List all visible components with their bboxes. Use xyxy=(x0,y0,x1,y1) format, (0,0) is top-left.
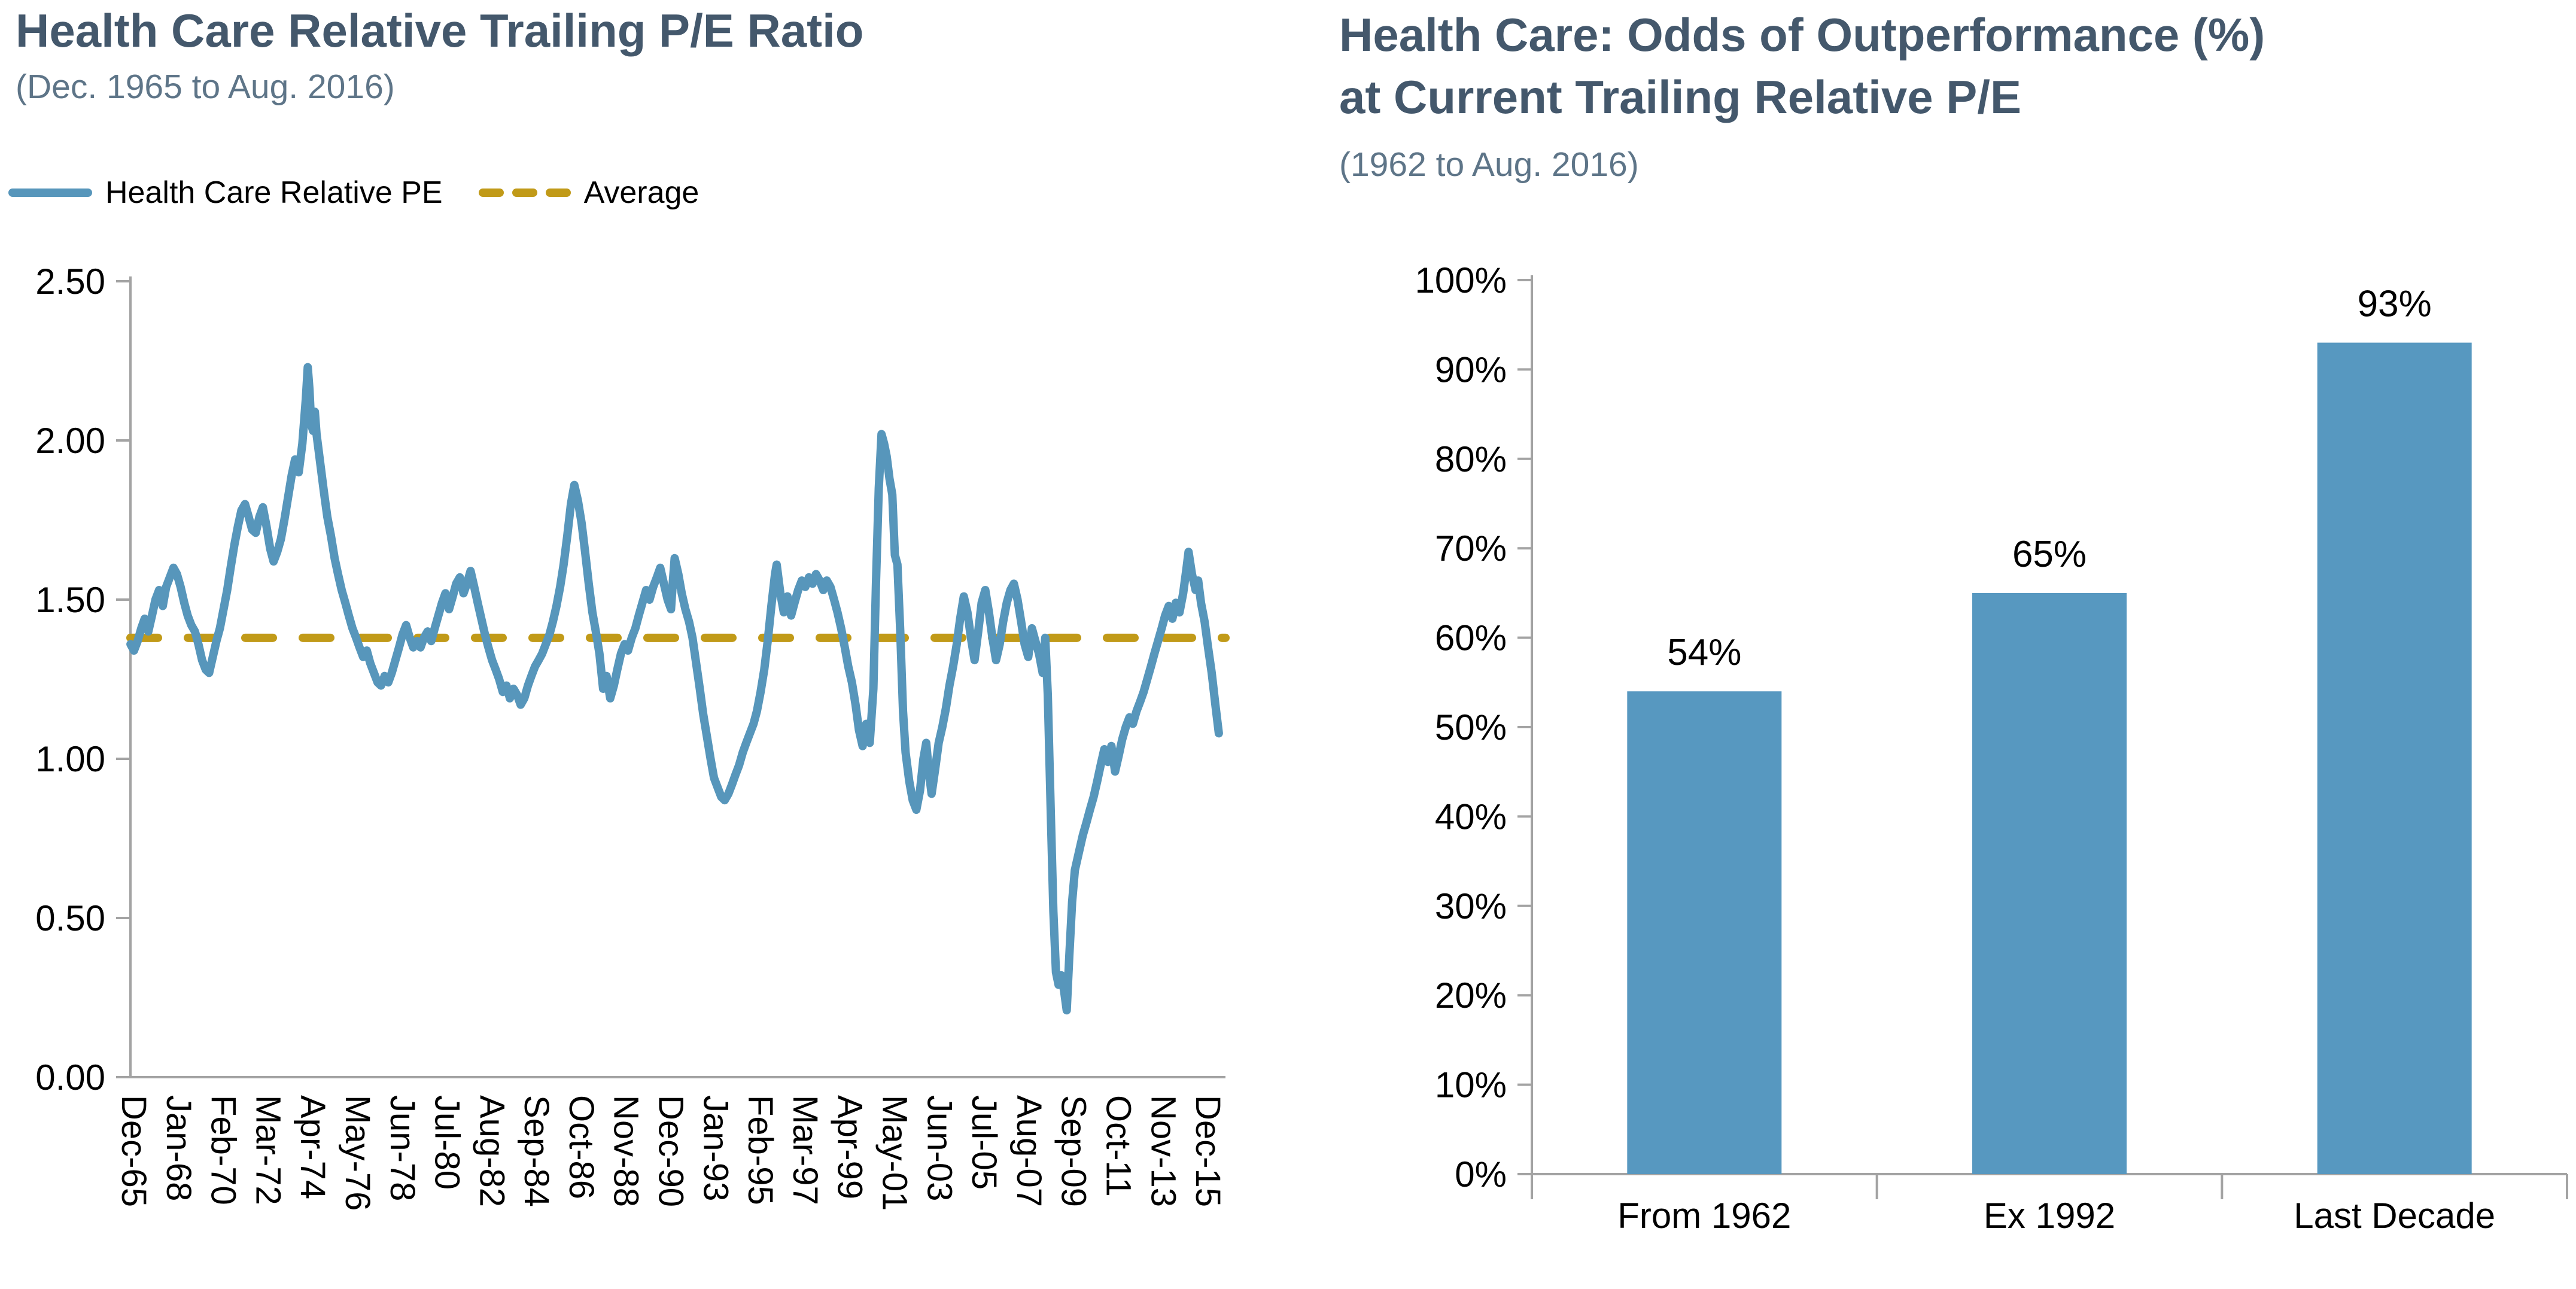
right-y-tick-label: 0% xyxy=(1455,1154,1507,1194)
left-x-tick-label: Sep-84 xyxy=(517,1095,556,1207)
bar xyxy=(1627,691,1782,1174)
left-x-tick-label: Sep-09 xyxy=(1054,1095,1093,1207)
bar-category-label: From 1962 xyxy=(1617,1196,1791,1236)
left-y-tick-label: 0.50 xyxy=(35,898,105,938)
left-x-tick-label: Apr-74 xyxy=(293,1095,332,1199)
legend-label-pe: Health Care Relative PE xyxy=(105,175,443,210)
pe-line xyxy=(126,363,1223,1015)
left-x-tick-label: Jan-68 xyxy=(159,1095,198,1201)
right-y-tick-label: 50% xyxy=(1435,707,1507,747)
left-y-tick-label: 1.50 xyxy=(35,580,105,620)
left-x-tick-label: Jul-05 xyxy=(965,1095,1003,1190)
legend: Health Care Relative PE Average xyxy=(8,175,699,211)
left-x-tick-label: Oct-11 xyxy=(1099,1095,1138,1197)
right-chart-title: Health Care: Odds of Outperformance (%) … xyxy=(1339,4,2265,128)
left-x-tick-label: Jan-93 xyxy=(696,1095,735,1201)
bar-value-label: 93% xyxy=(2358,284,2432,325)
left-y-tick-label: 0.00 xyxy=(35,1057,105,1098)
right-y-tick-label: 60% xyxy=(1435,618,1507,658)
left-x-tick-label: Dec-15 xyxy=(1188,1095,1227,1207)
right-chart-title-line1: Health Care: Odds of Outperformance (%) xyxy=(1339,8,2265,61)
left-chart-subtitle: (Dec. 1965 to Aug. 2016) xyxy=(16,68,395,106)
left-x-tick-label: Dec-65 xyxy=(114,1095,153,1207)
left-chart-title: Health Care Relative Trailing P/E Ratio xyxy=(16,4,864,57)
left-y-tick-label: 2.50 xyxy=(35,262,105,302)
left-x-tick-label: May-76 xyxy=(338,1095,377,1211)
right-y-tick-label: 20% xyxy=(1435,975,1507,1016)
right-chart-subtitle: (1962 to Aug. 2016) xyxy=(1339,145,1639,184)
left-x-tick-label: Feb-70 xyxy=(204,1095,243,1205)
left-x-tick-label: Oct-86 xyxy=(562,1095,601,1199)
left-x-tick-label: Jul-80 xyxy=(428,1095,467,1190)
right-y-tick-label: 100% xyxy=(1415,260,1507,300)
right-y-tick-label: 30% xyxy=(1435,886,1507,926)
right-y-tick-label: 80% xyxy=(1435,439,1507,479)
right-y-tick-label: 10% xyxy=(1435,1065,1507,1105)
left-x-tick-label: Mar-72 xyxy=(248,1095,287,1205)
left-x-tick-label: Mar-97 xyxy=(786,1095,825,1205)
legend-label-average: Average xyxy=(583,175,699,210)
left-y-tick-label: 2.00 xyxy=(35,421,105,461)
left-x-tick-label: Jun-78 xyxy=(383,1095,422,1201)
right-y-tick-label: 70% xyxy=(1435,528,1507,569)
left-x-tick-label: Aug-07 xyxy=(1009,1095,1048,1207)
pe-line-swatch-icon xyxy=(8,189,92,197)
bar xyxy=(2317,342,2472,1174)
left-x-tick-label: Nov-88 xyxy=(607,1095,646,1207)
left-x-tick-label: Aug-82 xyxy=(472,1095,511,1207)
right-y-tick-label: 90% xyxy=(1435,349,1507,390)
bar xyxy=(1972,592,2127,1174)
right-y-tick-label: 40% xyxy=(1435,796,1507,837)
left-x-tick-label: Nov-13 xyxy=(1143,1095,1182,1207)
bar-value-label: 65% xyxy=(2012,534,2087,575)
right-chart-title-line2: at Current Trailing Relative P/E xyxy=(1339,71,2021,123)
left-y-tick-label: 1.00 xyxy=(35,739,105,779)
bar-category-label: Ex 1992 xyxy=(1984,1196,2115,1236)
left-x-tick-label: Apr-99 xyxy=(831,1095,869,1199)
bar-category-label: Last Decade xyxy=(2294,1196,2495,1236)
average-dash-swatch-icon xyxy=(478,189,571,197)
left-x-tick-label: Dec-90 xyxy=(652,1095,691,1207)
left-x-tick-label: Jun-03 xyxy=(920,1095,959,1201)
left-x-tick-label: Feb-95 xyxy=(741,1095,780,1205)
left-x-tick-label: May-01 xyxy=(875,1095,914,1211)
bar-value-label: 54% xyxy=(1667,632,1741,673)
